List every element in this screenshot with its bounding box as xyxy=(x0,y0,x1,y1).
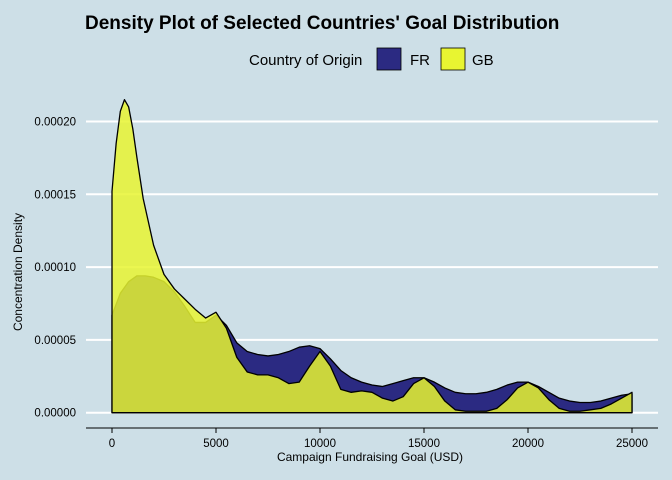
x-axis-title: Campaign Fundraising Goal (USD) xyxy=(277,450,463,464)
x-tick-label: 10000 xyxy=(304,438,336,450)
legend-label-gb: GB xyxy=(472,52,494,69)
density-area-gb xyxy=(111,99,633,414)
legend-swatch-fr xyxy=(376,47,402,71)
y-tick-label: 0.00010 xyxy=(34,262,76,274)
legend-swatch-gb xyxy=(440,47,466,71)
y-tick-label: 0.00005 xyxy=(34,335,76,347)
legend: Country of Origin FR GB xyxy=(249,47,494,71)
chart-title: Density Plot of Selected Countries' Goal… xyxy=(85,13,559,34)
x-tick-label: 20000 xyxy=(512,438,544,450)
axes: 0 5000 10000 15000 20000 25000 0.00000 0.00005 0… xyxy=(34,116,658,450)
legend-label-fr: FR xyxy=(410,52,430,69)
y-axis-title: Concentration Density xyxy=(11,213,25,331)
x-tick-label: 25000 xyxy=(616,438,648,450)
x-tick-label: 0 xyxy=(109,438,115,450)
density-series xyxy=(111,99,633,414)
x-tick-label: 5000 xyxy=(203,438,229,450)
x-tick-label: 15000 xyxy=(408,438,440,450)
y-tick-label: 0.00015 xyxy=(34,189,76,201)
y-tick-label: 0.00000 xyxy=(34,408,76,420)
y-tick-label: 0.00020 xyxy=(34,116,76,128)
legend-title: Country of Origin xyxy=(249,52,362,69)
